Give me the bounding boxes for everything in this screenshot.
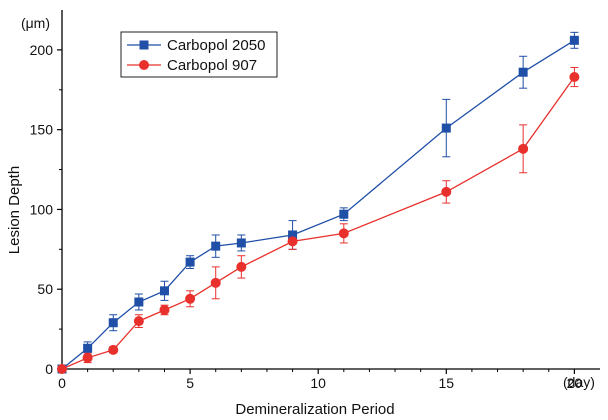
- data-point-carbopol-2050: [185, 257, 195, 267]
- data-point-carbopol-907: [441, 186, 452, 197]
- data-point-carbopol-907: [518, 143, 529, 154]
- data-point-carbopol-907: [569, 72, 580, 83]
- x-tick-label: 20: [567, 375, 583, 391]
- y-tick-label: 100: [30, 201, 54, 217]
- data-point-carbopol-2050: [83, 343, 93, 353]
- x-tick-label: 0: [58, 375, 66, 391]
- data-point-carbopol-2050: [159, 286, 169, 296]
- data-point-carbopol-2050: [518, 67, 528, 77]
- y-tick-label: 150: [30, 122, 54, 138]
- data-point-carbopol-907: [210, 277, 221, 288]
- legend-marker-carbopol-907: [139, 60, 149, 70]
- data-point-carbopol-2050: [108, 318, 118, 328]
- data-point-carbopol-2050: [569, 35, 579, 45]
- data-point-carbopol-2050: [236, 238, 246, 248]
- data-point-carbopol-907: [57, 364, 67, 374]
- x-tick-label: 5: [186, 375, 194, 391]
- data-point-carbopol-2050: [134, 297, 144, 307]
- legend-label-carbopol-907: Carbopol 907: [167, 57, 257, 74]
- data-point-carbopol-2050: [339, 209, 349, 219]
- data-point-carbopol-2050: [211, 241, 221, 251]
- x-unit-label: (day): [563, 374, 595, 390]
- data-point-carbopol-907: [108, 344, 119, 355]
- x-tick-label: 15: [438, 375, 454, 391]
- y-axis-title: Lesion Depth: [6, 166, 23, 254]
- x-tick-label: 10: [310, 375, 326, 391]
- x-axis-title: Demineralization Period: [235, 401, 394, 418]
- data-point-carbopol-2050: [441, 123, 451, 133]
- data-point-carbopol-907: [159, 304, 170, 315]
- data-point-carbopol-2050: [288, 230, 298, 240]
- y-tick-label: 0: [45, 361, 53, 377]
- legend-marker-carbopol-2050: [139, 40, 149, 50]
- y-tick-label: 50: [37, 281, 53, 297]
- data-point-carbopol-907: [82, 352, 93, 363]
- data-point-carbopol-907: [133, 316, 144, 327]
- legend-label-carbopol-2050: Carbopol 2050: [167, 37, 265, 54]
- data-point-carbopol-907: [287, 236, 298, 247]
- legend-box: [120, 31, 278, 78]
- data-point-carbopol-907: [338, 228, 349, 239]
- y-unit-label: (μm): [21, 15, 50, 31]
- data-point-carbopol-907: [185, 293, 196, 304]
- data-point-carbopol-907: [236, 261, 247, 272]
- legend: Carbopol 2050 Carbopol 907: [120, 31, 278, 78]
- y-tick-label: 200: [30, 42, 54, 58]
- series-markers: [57, 35, 580, 374]
